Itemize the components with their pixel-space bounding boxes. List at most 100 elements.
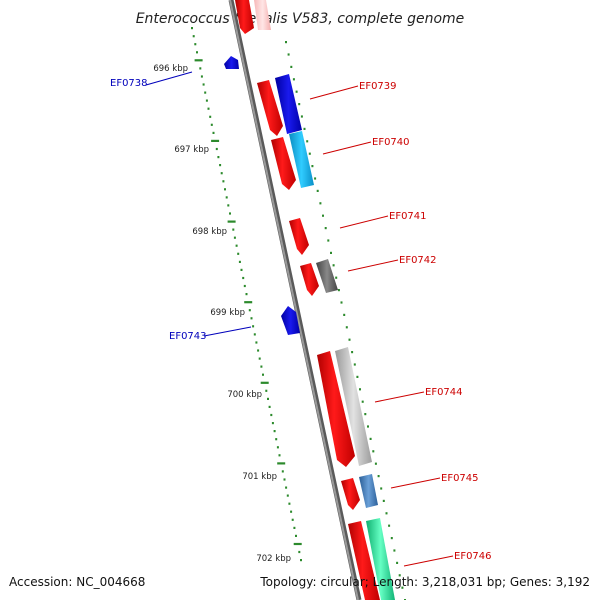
minor-tick (327, 239, 330, 242)
major-tick (194, 59, 203, 62)
minor-tick (367, 425, 369, 428)
minor-tick (385, 512, 388, 515)
minor-tick (340, 301, 343, 304)
minor-tick (303, 127, 306, 130)
minor-tick (207, 107, 210, 110)
major-tick (244, 301, 253, 304)
label-ef0746[interactable]: EF0746 (454, 551, 492, 562)
minor-tick (192, 35, 195, 38)
minor-tick (319, 202, 322, 205)
minor-tick (204, 91, 207, 94)
minor-tick (300, 559, 302, 562)
minor-tick (209, 115, 212, 118)
minor-tick (225, 196, 228, 199)
minor-tick (374, 462, 377, 465)
minor-tick (205, 99, 208, 102)
minor-tick (401, 586, 404, 589)
gene-ef0740[interactable] (271, 131, 314, 190)
cds-partial-top[interactable] (235, 0, 254, 34)
minor-tick (398, 574, 401, 577)
minor-tick (200, 75, 203, 78)
minor-tick (258, 357, 261, 360)
tick-label-701: 701 kbp (242, 472, 277, 482)
minor-tick (295, 90, 298, 93)
minor-tick (314, 177, 317, 180)
minor-tick (273, 430, 276, 433)
outer-track (285, 41, 406, 600)
minor-tick (233, 236, 236, 239)
minor-tick (237, 252, 240, 255)
minor-tick (298, 103, 301, 106)
minor-tick (372, 450, 375, 453)
minor-tick (390, 537, 393, 540)
minor-tick (292, 78, 295, 81)
minor-tick (293, 526, 296, 529)
minor-tick (202, 83, 205, 86)
gene-ef0744[interactable] (317, 347, 372, 467)
label-ef0738[interactable]: EF0738 (110, 78, 148, 89)
label-ef0745[interactable]: EF0745 (441, 473, 479, 484)
label-ef0744[interactable]: EF0744 (425, 387, 463, 398)
minor-tick (232, 228, 235, 231)
tick-label-702: 702 kbp (256, 554, 291, 564)
tick-label-696: 696 kbp (153, 64, 188, 74)
gene-ef0741[interactable] (289, 218, 309, 255)
minor-tick (212, 131, 215, 134)
label-ef0740[interactable]: EF0740 (372, 137, 410, 148)
map-title: Enterococcus faecalis V583, complete gen… (136, 11, 465, 27)
minor-tick (377, 475, 380, 478)
minor-tick (235, 244, 238, 247)
minor-tick (364, 413, 367, 416)
ortholog-partial-top[interactable] (254, 0, 271, 30)
tick-label-697: 697 kbp (174, 145, 209, 155)
minor-tick (255, 341, 258, 344)
minor-tick (278, 454, 281, 457)
minor-tick (285, 486, 288, 489)
minor-tick (291, 518, 294, 521)
minor-tick (285, 41, 287, 44)
backbone (228, 0, 362, 600)
gene-ef0743[interactable] (281, 306, 300, 335)
label-ef0743[interactable]: EF0743 (169, 331, 207, 342)
minor-tick (353, 363, 356, 366)
minor-tick (361, 400, 364, 403)
genome-summary-text: Topology: circular; Length: 3,218,031 bp… (259, 575, 590, 589)
minor-tick (265, 389, 268, 392)
gene-ef0745[interactable] (341, 474, 378, 510)
label-ef0742[interactable]: EF0742 (399, 255, 437, 266)
minor-tick (191, 27, 193, 30)
minor-tick (287, 53, 290, 56)
label-ef0741[interactable]: EF0741 (389, 211, 427, 222)
minor-tick (252, 325, 255, 328)
minor-tick (332, 264, 335, 267)
minor-tick (343, 313, 346, 316)
gene-ef0738[interactable] (224, 56, 239, 69)
minor-tick (348, 338, 351, 341)
tick-label-698: 698 kbp (192, 227, 227, 237)
minor-tick (220, 172, 223, 175)
minor-tick (243, 284, 246, 288)
minor-tick (275, 438, 278, 441)
gene-labels: EF0738 EF0739 EF0740 EF0741 EF0742 EF074… (110, 71, 492, 567)
minor-tick (295, 534, 297, 537)
minor-tick (242, 276, 245, 280)
minor-tick (227, 204, 230, 207)
gene-ef0739[interactable] (257, 74, 302, 136)
minor-tick (253, 333, 256, 336)
label-ef0739[interactable]: EF0739 (359, 81, 397, 92)
minor-tick (283, 478, 286, 481)
minor-tick (268, 405, 271, 408)
minor-tick (290, 65, 293, 68)
minor-tick (215, 147, 218, 151)
major-tick (277, 462, 286, 465)
gene-ef0746[interactable] (348, 518, 395, 600)
minor-tick (335, 276, 338, 279)
tick-label-700: 700 kbp (227, 390, 262, 400)
gene-ef0742[interactable] (300, 259, 338, 296)
minor-tick (351, 351, 354, 354)
minor-tick (311, 165, 314, 168)
minor-tick (393, 549, 396, 552)
tick-labels: 696 kbp 697 kbp 698 kbp 699 kbp 700 kbp … (153, 64, 291, 564)
minor-tick (250, 317, 253, 320)
